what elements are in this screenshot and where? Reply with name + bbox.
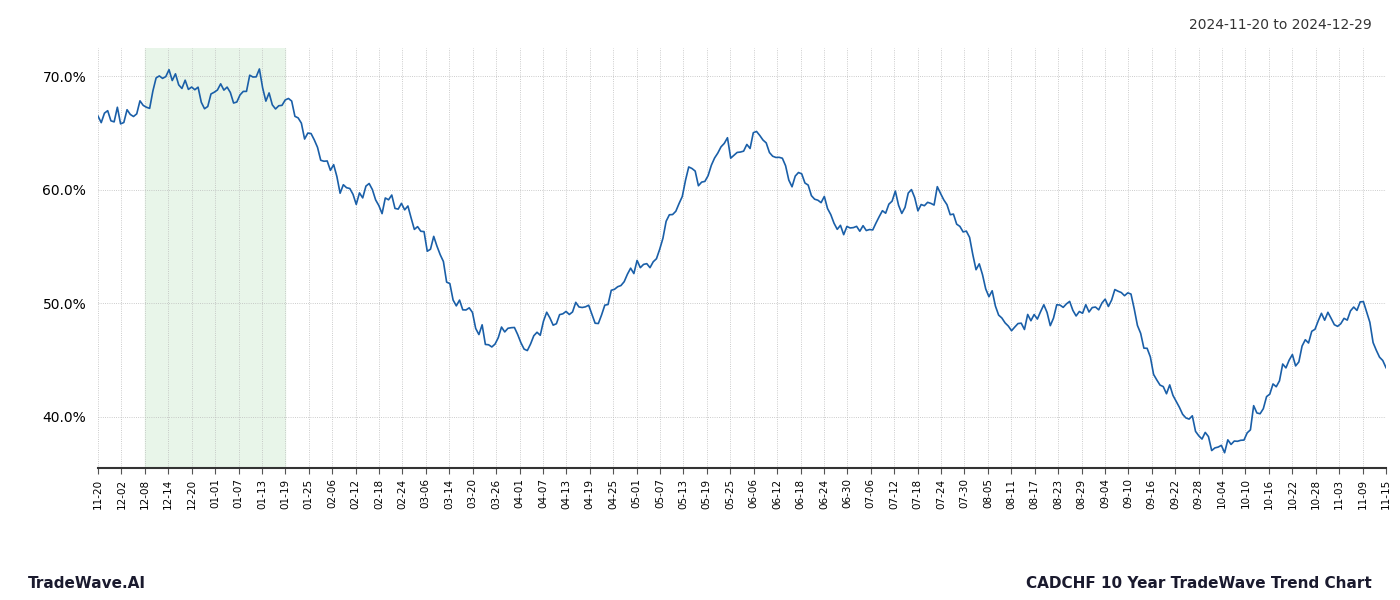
Text: CADCHF 10 Year TradeWave Trend Chart: CADCHF 10 Year TradeWave Trend Chart	[1026, 576, 1372, 591]
Text: TradeWave.AI: TradeWave.AI	[28, 576, 146, 591]
Bar	[144, 48, 286, 468]
Text: 2024-11-20 to 2024-12-29: 2024-11-20 to 2024-12-29	[1189, 18, 1372, 32]
